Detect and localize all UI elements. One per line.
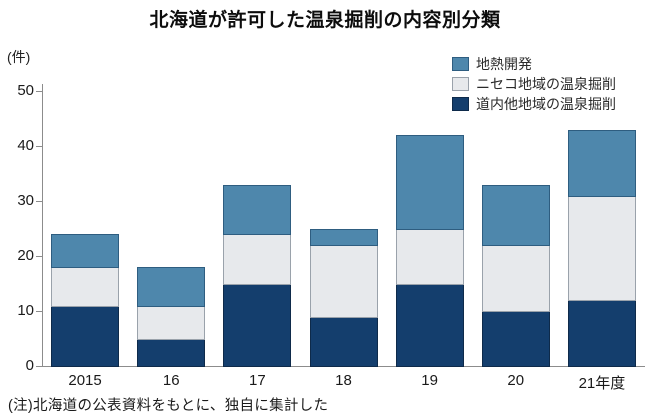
legend-swatch-icon [452,97,469,111]
y-axis-tick [36,91,42,92]
chart-title: 北海道が許可した温泉掘削の内容別分類 [149,10,501,31]
y-axis-tick [36,201,42,202]
legend-swatch-icon [452,77,469,91]
y-axis-tick [36,366,42,367]
x-axis-category-label: 17 [249,372,266,389]
bar-segment-地熱開発 [481,184,550,246]
legend-swatch-icon [452,57,469,71]
bar-segment-ニセコ地域の温泉掘削 [567,195,636,301]
bar-segment-ニセコ地域の温泉掘削 [51,267,120,307]
bar-segment-地熱開発 [395,135,464,230]
y-axis-tick [36,256,42,257]
x-axis-category-label: 21年度 [578,375,626,392]
y-axis-tick [36,146,42,147]
x-axis-category-label: 19 [421,372,438,389]
bar-segment-道内他地域の温泉掘削 [51,305,120,367]
legend-item: 地熱開発 [452,54,616,74]
bar-segment-地熱開発 [223,184,292,235]
y-axis-tick [36,311,42,312]
x-axis-category-label: 20 [507,372,525,389]
bar-segment-ニセコ地域の温泉掘削 [395,228,464,285]
x-axis-category-label: 18 [335,372,352,389]
y-axis-tick-label: 50 [17,82,34,99]
legend: 地熱開発ニセコ地域の温泉掘削 道内他地域の温泉掘削 [452,54,616,114]
y-axis-tick-label: 20 [17,247,34,264]
bar-segment-地熱開発 [137,267,206,307]
legend-label: 地熱開発 [476,56,532,72]
x-axis-category-label: 2015 [68,372,102,389]
y-axis-line [42,84,43,367]
y-axis-unit-label: (件) [7,49,31,65]
legend-label: ニセコ地域の温泉掘削 [476,76,616,92]
source-note: (注)北海道の公表資料をもとに、独自に集計した [8,398,329,414]
bar-segment-地熱開発 [567,129,636,197]
legend-item: ニセコ地域の温泉掘削 [452,74,616,94]
bar-segment-道内他地域の温泉掘削 [309,316,378,367]
bar-segment-ニセコ地域の温泉掘削 [309,245,378,318]
legend-item: 道内他地域の温泉掘削 [452,94,616,114]
bar-segment-地熱開発 [51,234,120,268]
bar-segment-道内他地域の温泉掘削 [137,338,206,367]
bar-segment-地熱開発 [309,228,378,246]
bar-segment-ニセコ地域の温泉掘削 [481,245,550,312]
y-axis-tick-label: 40 [17,137,34,154]
y-axis-tick-label: 0 [25,357,34,374]
y-axis-tick-label: 10 [17,302,34,319]
bar-segment-ニセコ地域の温泉掘削 [223,234,292,285]
x-axis-category-label: 16 [162,372,180,389]
bar-segment-道内他地域の温泉掘削 [567,300,636,367]
legend-label: 道内他地域の温泉掘削 [476,96,616,112]
bar-segment-道内他地域の温泉掘削 [481,311,550,367]
y-axis-tick-label: 30 [17,192,34,209]
bar-segment-ニセコ地域の温泉掘削 [137,305,206,340]
bar-segment-道内他地域の温泉掘削 [223,283,292,367]
bar-segment-道内他地域の温泉掘削 [395,283,464,367]
